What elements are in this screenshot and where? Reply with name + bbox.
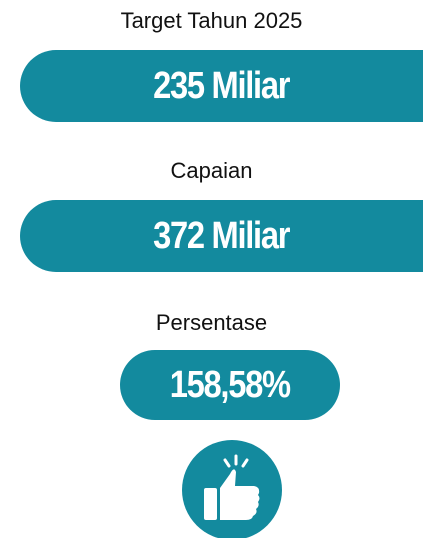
achievement-label: Capaian [170, 158, 253, 183]
target-label: Target Tahun 2025 [120, 8, 303, 33]
achievement-pill: 372 Miliar [20, 200, 423, 272]
target-pill: 235 Miliar [20, 50, 423, 122]
target-value: 235 Miliar [153, 64, 290, 107]
percentage-pill: 158,58% [120, 350, 340, 420]
sparkles [223, 454, 249, 468]
thumb [204, 469, 260, 520]
thumbs-up-icon [182, 440, 282, 538]
percentage-label: Persentase [155, 310, 268, 335]
achievement-value: 372 Miliar [153, 214, 290, 257]
percentage-value: 158,58% [170, 363, 291, 406]
